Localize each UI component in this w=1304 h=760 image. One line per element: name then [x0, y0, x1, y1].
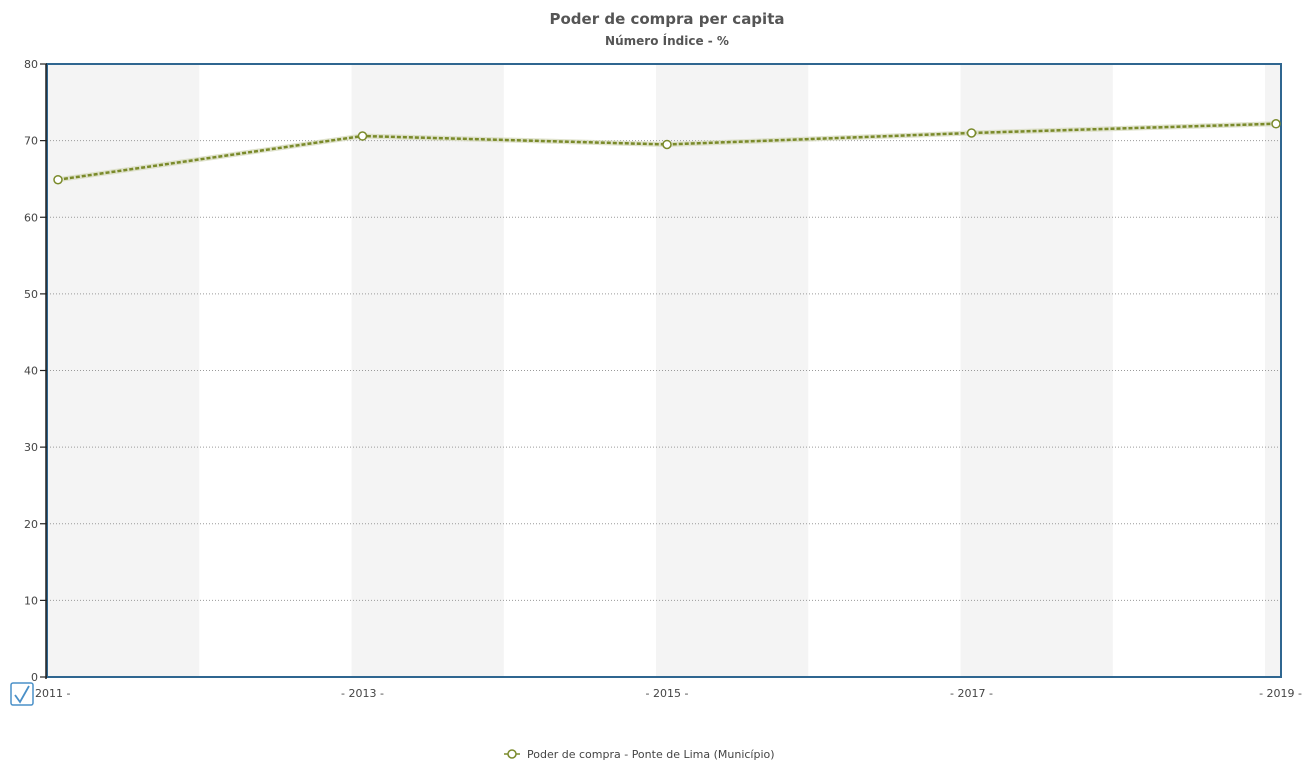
plot-band	[1265, 64, 1281, 677]
y-tick-label: 50	[24, 288, 38, 301]
data-point	[1271, 119, 1281, 129]
checkmark-icon	[14, 685, 30, 704]
legend-marker-icon	[507, 749, 517, 759]
y-tick-label: 10	[24, 594, 38, 607]
y-tick-label: 60	[24, 211, 38, 224]
data-point	[357, 131, 368, 141]
data-point	[53, 174, 63, 185]
y-tick-label: 40	[24, 365, 38, 378]
plot-band	[351, 64, 504, 677]
data-point	[662, 139, 672, 150]
plot-band	[960, 64, 1113, 677]
chart-subtitle: Número Índice - %	[605, 33, 729, 48]
x-tick-label: - 2013 -	[341, 687, 384, 700]
legend[interactable]: Poder de compra - Ponte de Lima (Municíp…	[504, 748, 775, 760]
y-axis-ticks: 0 10 20 30 40 50 60 70 80	[24, 58, 47, 684]
x-axis-ticks: 2011 - - 2013 - - 2015 - - 2017 - - 2019 -	[35, 687, 1302, 700]
x-tick-label: - 2017 -	[950, 687, 993, 700]
checkbox-frame	[10, 682, 34, 706]
x-tick-label: 2011 -	[35, 687, 70, 700]
y-tick-label: 80	[24, 58, 38, 71]
series-toggle-checkbox[interactable]	[10, 682, 34, 706]
x-tick-label: - 2019 -	[1259, 687, 1302, 700]
data-point	[966, 128, 977, 138]
y-tick-label: 70	[24, 135, 38, 148]
y-tick-label: 20	[24, 518, 38, 531]
y-tick-label: 0	[31, 671, 38, 684]
legend-label: Poder de compra - Ponte de Lima (Municíp…	[527, 748, 775, 760]
y-tick-label: 30	[24, 441, 38, 454]
x-tick-label: - 2015 -	[646, 687, 689, 700]
series-points	[53, 119, 1281, 185]
chart-title: Poder de compra per capita	[550, 10, 785, 28]
